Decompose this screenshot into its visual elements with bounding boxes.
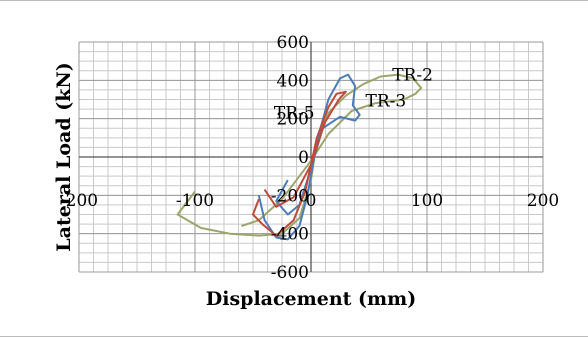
y-tick-label: 0 xyxy=(298,148,309,168)
x-axis-title: Displacement (mm) xyxy=(206,288,416,310)
y-tick-label: 200 xyxy=(277,110,309,130)
y-axis-title: Lateral Load (kN) xyxy=(53,62,75,251)
y-tick-label: -600 xyxy=(271,263,309,283)
series-label: TR-5 xyxy=(274,104,315,124)
series-tr-3-line xyxy=(257,73,361,241)
x-tick-label: -200 xyxy=(60,191,98,211)
y-tick-label: 600 xyxy=(277,33,309,53)
x-tick-label: 200 xyxy=(527,191,559,211)
x-tick-label: -100 xyxy=(176,191,214,211)
y-tick-label: -200 xyxy=(271,186,309,206)
y-tick-label: 400 xyxy=(277,71,309,91)
series-label: TR-3 xyxy=(366,92,407,112)
y-tick-label: -400 xyxy=(271,225,309,245)
series-layer xyxy=(176,73,423,241)
plot-axes xyxy=(79,42,543,272)
series-label: TR-2 xyxy=(392,65,433,85)
x-tick-label: 0 xyxy=(306,191,317,211)
series-labels: TR-2 TR-3 TR-5 xyxy=(274,65,433,123)
series-tr-5-line xyxy=(252,90,347,237)
x-tick-label: 100 xyxy=(411,191,443,211)
series-tr-2-line xyxy=(176,73,423,237)
